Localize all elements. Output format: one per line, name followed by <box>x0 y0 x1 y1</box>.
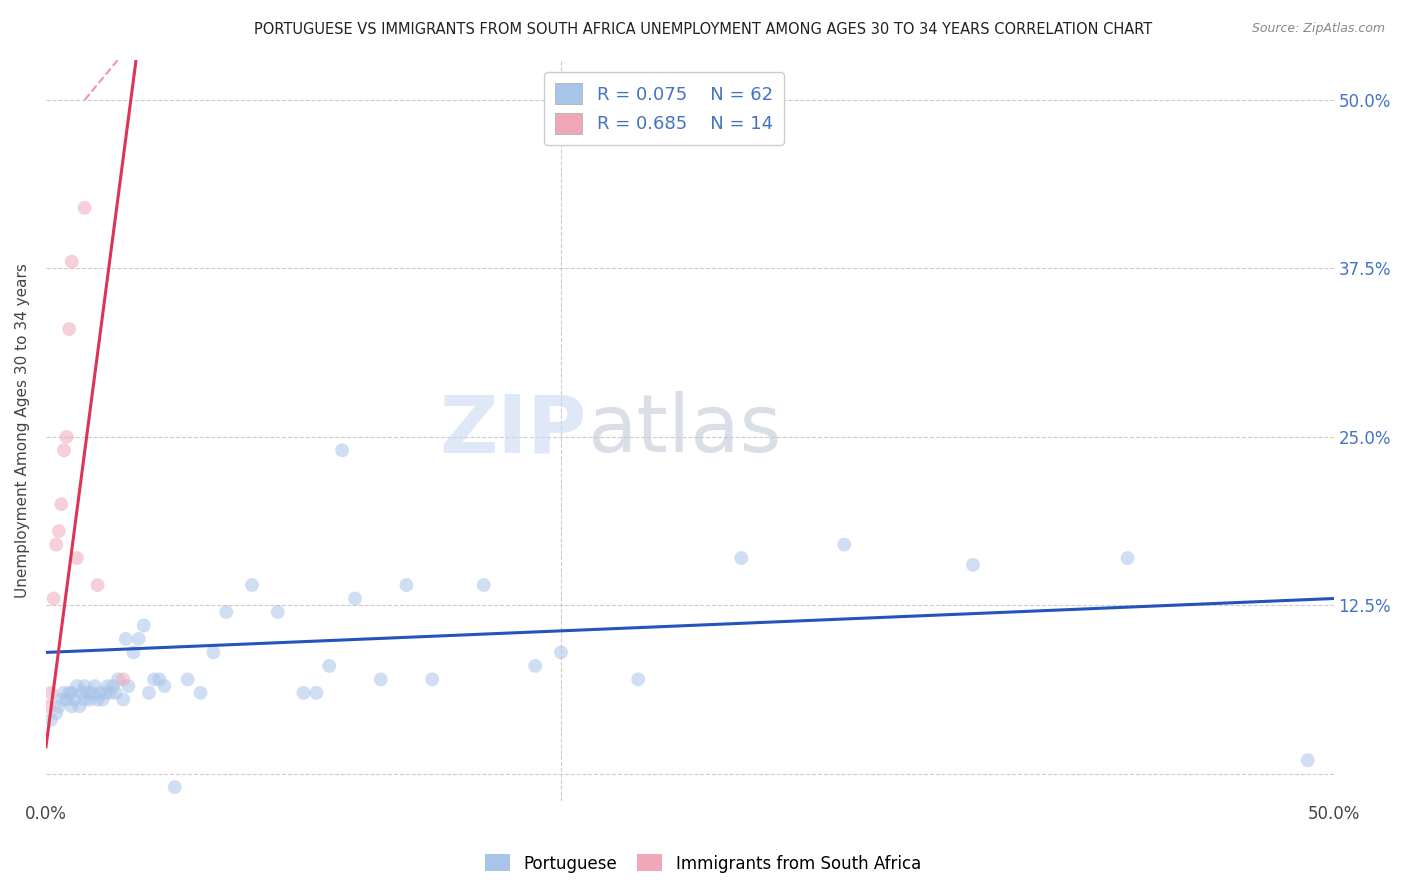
Point <box>176 673 198 687</box>
Point <box>114 632 136 646</box>
Point <box>73 692 96 706</box>
Point <box>343 591 366 606</box>
Point <box>63 692 86 706</box>
Point <box>91 692 114 706</box>
Point <box>730 551 752 566</box>
Point <box>104 686 127 700</box>
Point <box>82 686 104 700</box>
Point <box>73 679 96 693</box>
Point <box>112 673 135 687</box>
Point <box>148 673 170 687</box>
Point <box>138 686 160 700</box>
Point <box>58 686 80 700</box>
Point <box>79 692 101 706</box>
Y-axis label: Unemployment Among Ages 30 to 34 years: Unemployment Among Ages 30 to 34 years <box>15 262 30 598</box>
Point <box>215 605 238 619</box>
Point <box>48 524 70 538</box>
Point <box>1116 551 1139 566</box>
Point <box>1296 753 1319 767</box>
Point <box>69 699 91 714</box>
Point <box>48 699 70 714</box>
Point <box>89 686 111 700</box>
Point <box>70 686 93 700</box>
Point <box>55 692 77 706</box>
Point <box>305 686 328 700</box>
Point <box>117 679 139 693</box>
Point <box>39 713 62 727</box>
Point <box>143 673 166 687</box>
Point <box>53 443 76 458</box>
Point <box>55 430 77 444</box>
Point <box>370 673 392 687</box>
Point <box>107 673 129 687</box>
Point <box>122 645 145 659</box>
Point <box>45 706 67 720</box>
Point <box>51 692 73 706</box>
Point <box>39 686 62 700</box>
Legend: R = 0.075    N = 62, R = 0.685    N = 14: R = 0.075 N = 62, R = 0.685 N = 14 <box>544 72 783 145</box>
Legend: Portuguese, Immigrants from South Africa: Portuguese, Immigrants from South Africa <box>478 847 928 880</box>
Point <box>98 686 121 700</box>
Point <box>97 679 120 693</box>
Point <box>153 679 176 693</box>
Point <box>83 679 105 693</box>
Point <box>58 322 80 336</box>
Point <box>550 645 572 659</box>
Point <box>395 578 418 592</box>
Point <box>420 673 443 687</box>
Point <box>112 692 135 706</box>
Point <box>66 679 89 693</box>
Point <box>66 551 89 566</box>
Point <box>86 692 108 706</box>
Text: ZIP: ZIP <box>440 391 586 469</box>
Point <box>524 659 547 673</box>
Point <box>627 673 650 687</box>
Point <box>45 538 67 552</box>
Point <box>330 443 353 458</box>
Point <box>94 686 117 700</box>
Text: Source: ZipAtlas.com: Source: ZipAtlas.com <box>1251 22 1385 36</box>
Point <box>240 578 263 592</box>
Text: PORTUGUESE VS IMMIGRANTS FROM SOUTH AFRICA UNEMPLOYMENT AMONG AGES 30 TO 34 YEAR: PORTUGUESE VS IMMIGRANTS FROM SOUTH AFRI… <box>254 22 1152 37</box>
Text: atlas: atlas <box>586 391 782 469</box>
Point <box>86 578 108 592</box>
Point <box>202 645 225 659</box>
Point <box>73 201 96 215</box>
Point <box>60 254 83 268</box>
Point <box>190 686 212 700</box>
Point <box>962 558 984 572</box>
Point <box>128 632 150 646</box>
Point <box>132 618 155 632</box>
Point <box>53 686 76 700</box>
Point <box>51 497 73 511</box>
Point <box>60 686 83 700</box>
Point <box>60 699 83 714</box>
Point <box>101 679 124 693</box>
Point <box>472 578 495 592</box>
Point <box>318 659 340 673</box>
Point <box>267 605 290 619</box>
Point <box>38 699 60 714</box>
Point <box>42 591 65 606</box>
Point <box>292 686 315 700</box>
Point <box>832 538 855 552</box>
Point <box>76 686 98 700</box>
Point <box>163 780 186 794</box>
